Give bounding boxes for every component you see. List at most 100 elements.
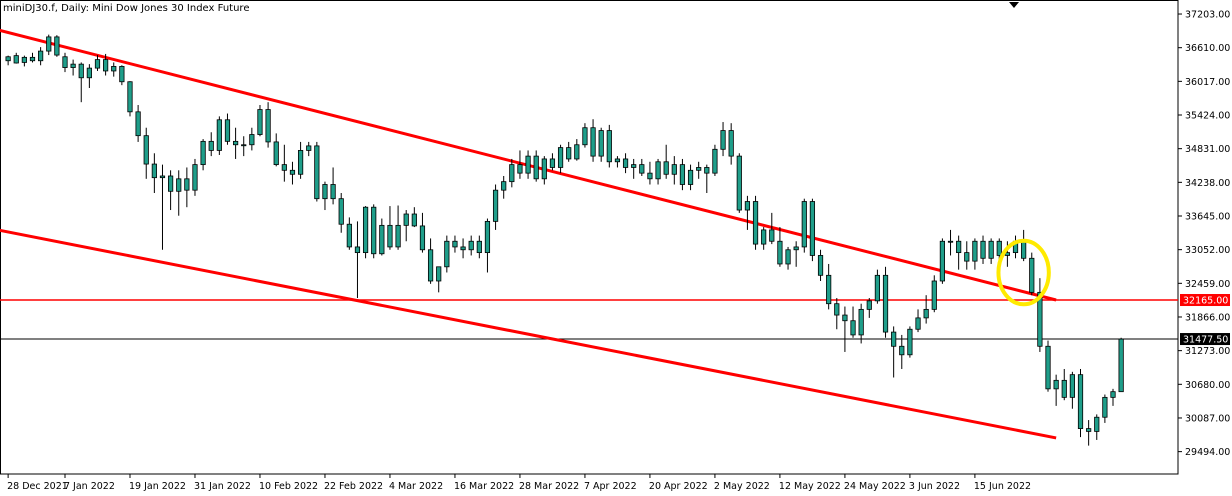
y-tick-label: 36610.00 bbox=[1185, 43, 1230, 54]
candle-body bbox=[590, 127, 596, 157]
candle-body bbox=[980, 240, 986, 259]
plot-frame bbox=[0, 0, 1179, 475]
candle-body bbox=[192, 164, 198, 191]
candle-body bbox=[866, 300, 872, 310]
candle-body bbox=[379, 224, 385, 255]
candle-body bbox=[86, 67, 92, 79]
y-tick-label: 30680.00 bbox=[1185, 380, 1230, 391]
candle-body bbox=[362, 206, 369, 254]
candle-body bbox=[631, 164, 637, 168]
candle-body bbox=[769, 229, 775, 242]
candle-body bbox=[915, 317, 921, 330]
candle-body bbox=[785, 249, 791, 265]
candle-body bbox=[143, 135, 149, 165]
candle-body bbox=[436, 266, 442, 282]
candle-body bbox=[972, 240, 978, 262]
candle-body bbox=[582, 127, 588, 146]
candle-body bbox=[13, 55, 19, 64]
candle-body bbox=[826, 274, 832, 305]
candle-body bbox=[127, 81, 133, 113]
candle-body bbox=[1061, 379, 1067, 398]
candle-body bbox=[297, 150, 304, 175]
candle-body bbox=[501, 181, 507, 191]
candle-body bbox=[403, 213, 409, 226]
candlesticks bbox=[5, 34, 1124, 446]
candle-body bbox=[874, 274, 881, 302]
candle-body bbox=[956, 240, 962, 254]
x-tick-label: 24 May 2022 bbox=[844, 481, 906, 492]
candle-body bbox=[411, 213, 417, 227]
candle-body bbox=[907, 328, 913, 356]
x-tick-label: 31 Jan 2022 bbox=[194, 481, 251, 492]
candle-body bbox=[281, 164, 287, 171]
candle-body bbox=[1086, 428, 1092, 432]
candle-body bbox=[947, 240, 954, 243]
candle-body bbox=[858, 308, 864, 336]
candle-body bbox=[566, 147, 572, 160]
candle-body bbox=[850, 320, 856, 336]
y-tick-label: 32459.00 bbox=[1185, 279, 1230, 290]
candle-body bbox=[606, 130, 612, 163]
candle-body bbox=[224, 119, 231, 142]
candle-body bbox=[736, 155, 742, 211]
candle-body bbox=[338, 198, 344, 225]
x-tick-label: 4 Mar 2022 bbox=[389, 481, 443, 492]
annotations bbox=[996, 238, 1051, 307]
candle-body bbox=[111, 66, 117, 72]
x-tick-label: 2 May 2022 bbox=[714, 481, 770, 492]
trendline bbox=[0, 228, 1057, 440]
candle-body bbox=[78, 63, 84, 79]
y-tick-label: 33645.00 bbox=[1185, 211, 1230, 222]
candle-body bbox=[696, 167, 702, 171]
candle-body bbox=[5, 56, 11, 62]
candle-body bbox=[509, 164, 515, 183]
candle-body bbox=[273, 141, 279, 166]
candle-body bbox=[346, 223, 352, 248]
shift-marker-icon bbox=[1009, 2, 1019, 8]
y-tick-label: 35424.00 bbox=[1185, 111, 1230, 122]
candle-body bbox=[525, 155, 531, 174]
x-tick-label: 28 Dec 2021 bbox=[7, 481, 68, 492]
candle-body bbox=[557, 147, 564, 168]
candle-body bbox=[200, 140, 206, 166]
x-tick-label: 15 Jun 2022 bbox=[974, 481, 1031, 492]
x-tick-label: 16 Mar 2022 bbox=[454, 481, 514, 492]
candle-body bbox=[395, 224, 401, 248]
candle-body bbox=[517, 164, 523, 174]
y-tick-label: 34831.00 bbox=[1185, 144, 1230, 155]
candle-body bbox=[793, 246, 799, 251]
candle-body bbox=[720, 130, 726, 150]
x-tick-label: 3 Jun 2022 bbox=[909, 481, 960, 492]
candle-body bbox=[891, 331, 897, 347]
y-tick-label: 30087.00 bbox=[1185, 413, 1230, 424]
candle-body bbox=[777, 240, 783, 265]
candle-body bbox=[622, 158, 629, 168]
candle-body bbox=[1118, 338, 1124, 393]
price-badge-label: 31477.50 bbox=[1183, 335, 1228, 346]
candle-body bbox=[314, 145, 320, 200]
y-tick-label: 37203.00 bbox=[1185, 10, 1230, 21]
candle-body bbox=[639, 164, 645, 174]
candle-body bbox=[1045, 345, 1051, 390]
candle-body bbox=[647, 172, 653, 180]
trendline bbox=[0, 28, 1057, 302]
candle-body bbox=[38, 50, 44, 62]
y-tick-label: 34238.00 bbox=[1185, 178, 1230, 189]
candle-body bbox=[452, 240, 458, 248]
candle-body bbox=[1021, 240, 1027, 259]
candle-body bbox=[208, 140, 214, 151]
candle-body bbox=[151, 163, 157, 179]
candle-body bbox=[671, 164, 677, 175]
price-badge-label: 32165.00 bbox=[1183, 296, 1228, 307]
candle-body bbox=[687, 169, 694, 185]
candle-body bbox=[1029, 257, 1035, 293]
candle-body bbox=[322, 184, 328, 200]
candle-body bbox=[265, 109, 271, 143]
candle-body bbox=[817, 255, 824, 276]
candle-body bbox=[964, 252, 970, 262]
candle-body bbox=[728, 130, 734, 157]
candle-body bbox=[801, 201, 807, 248]
